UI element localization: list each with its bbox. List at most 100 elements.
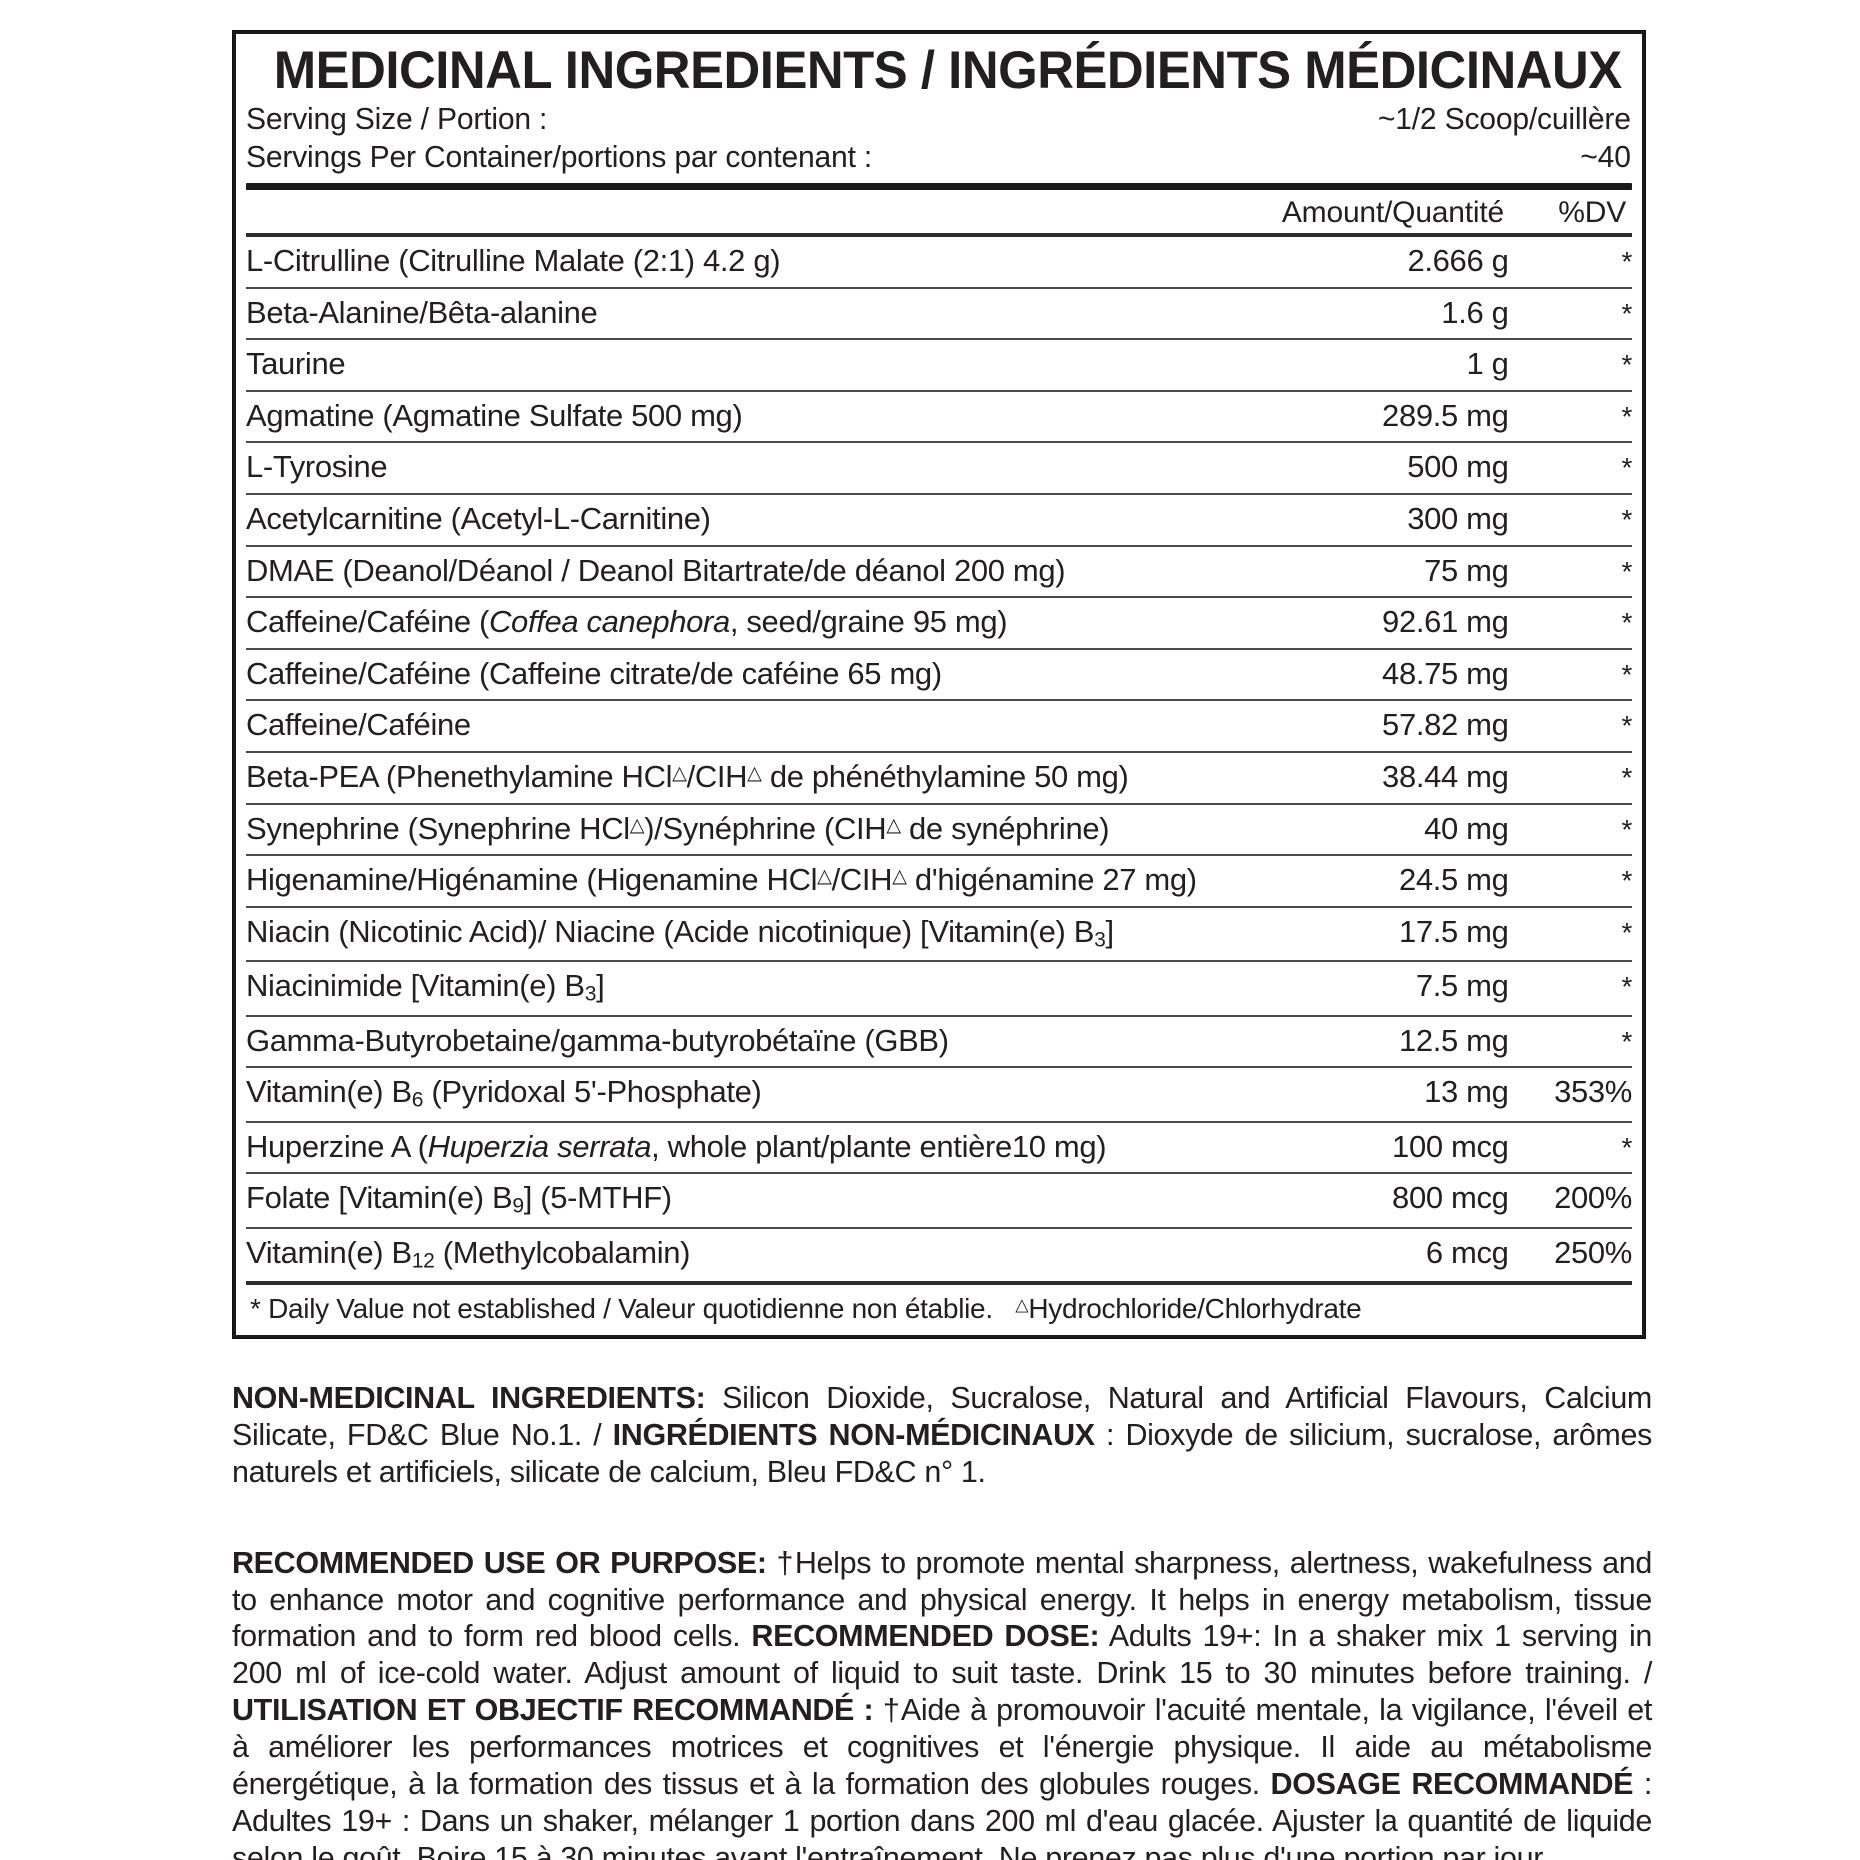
table-row: Caffeine/Caféine 57.82 mg * bbox=[246, 700, 1632, 753]
table-row: Caffeine/Caféine (Caffeine citrate/de ca… bbox=[246, 648, 1632, 702]
ingredient-amount: 1.6 g bbox=[1196, 287, 1509, 341]
ingredient-amount: 24.5 mg bbox=[1196, 855, 1509, 908]
table-row: Niacinimide [Vitamin(e) B3] 7.5 mg * bbox=[246, 961, 1632, 1017]
non-medicinal-body-en: Silicon Dioxide, Sucralose, Natural and … bbox=[232, 1381, 1652, 1452]
servings-per-container-value: ~40 bbox=[1580, 138, 1631, 174]
ingredient-amount: 75 mg bbox=[1196, 545, 1509, 599]
ingredient-daily-value: * bbox=[1508, 751, 1632, 805]
table-row: Beta-Alanine/Bêta-alanine 1.6 g * bbox=[246, 287, 1632, 341]
servings-per-container-label: Servings Per Container/portions par cont… bbox=[246, 138, 873, 174]
recommended-dose-heading-en: RECOMMENDED DOSE: bbox=[751, 1619, 1100, 1654]
ingredient-name: Niacinimide [Vitamin(e) B3] bbox=[246, 961, 1197, 1017]
ingredient-name: Vitamin(e) B12 (Methylcobalamin) bbox=[246, 1234, 691, 1273]
recommended-use-paragraph: RECOMMENDED USE OR PURPOSE: †Helps to pr… bbox=[232, 1545, 1652, 1860]
ingredient-amount: 38.44 mg bbox=[1196, 751, 1509, 805]
ingredient-amount: 100 mcg bbox=[1196, 1121, 1509, 1175]
ingredient-name: L-Citrulline (Citrulline Malate (2:1) 4.… bbox=[246, 237, 1197, 289]
ingredient-daily-value: * bbox=[1508, 961, 1632, 1017]
ingredient-name: Acetylcarnitine (Acetyl-L-Carnitine) bbox=[246, 494, 1197, 547]
table-row: L-Tyrosine 500 mg * bbox=[246, 442, 1632, 496]
table-row: L-Citrulline (Citrulline Malate (2:1) 4.… bbox=[246, 237, 1632, 289]
paragraph-spacer bbox=[232, 1517, 1652, 1545]
table-row: Agmatine (Agmatine Sulfate 500 mg) 289.5 … bbox=[246, 390, 1632, 444]
table-row: DMAE (Deanol/Déanol / Deanol Bitartrate/… bbox=[246, 545, 1632, 599]
table-row: Vitamin(e) B6 (Pyridoxal 5'-Phosphate) 13… bbox=[246, 1067, 1632, 1123]
ingredient-amount: 48.75 mg bbox=[1196, 648, 1509, 702]
ingredient-amount: 7.5 mg bbox=[1196, 961, 1509, 1017]
table-row: Caffeine/Caféine (Coffea canephora, seed… bbox=[246, 597, 1632, 650]
divider-below-headers bbox=[246, 233, 1632, 238]
recommended-use-heading-en: RECOMMENDED USE OR PURPOSE: bbox=[232, 1545, 767, 1580]
ingredient-amount: 13 mg bbox=[1196, 1067, 1509, 1123]
ingredient-daily-value: * bbox=[1508, 339, 1632, 392]
recommended-use-body-fr: †Aide à promouvoir l'acuité mentale, la … bbox=[232, 1693, 1653, 1802]
column-headers: Amount/Quantité %DV bbox=[246, 190, 1632, 234]
table-row: Beta-PEA (Phenethylamine HCl△/CIH△ de ph… bbox=[246, 751, 1632, 805]
recommended-dose-heading-fr: DOSAGE RECOMMANDÉ bbox=[1270, 1767, 1634, 1802]
table-row: Synephrine (Synephrine HCl△)/Synéphrine … bbox=[246, 803, 1632, 857]
ingredient-name: Niacin (Nicotinic Acid)/ Niacine (Acide … bbox=[246, 906, 1197, 963]
footnote-star-text: * Daily Value not established / Valeur q… bbox=[250, 1293, 993, 1325]
table-row: Gamma-Butyrobetaine/gamma-butyrobétaïne … bbox=[246, 1015, 1632, 1069]
table-row: Taurine 1 g * bbox=[246, 339, 1632, 392]
ingredient-daily-value: 250% bbox=[1554, 1234, 1632, 1270]
ingredient-name: Caffeine/Caféine bbox=[246, 700, 1197, 753]
non-medicinal-heading-fr: INGRÉDIENTS NON-MÉDICINAUX bbox=[612, 1417, 1095, 1452]
ingredient-daily-value: * bbox=[1508, 700, 1632, 753]
recommended-use-heading-fr: UTILISATION ET OBJECTIF RECOMMANDÉ : bbox=[232, 1693, 874, 1728]
divider-above-footnote bbox=[246, 1281, 1632, 1286]
ingredient-name: Taurine bbox=[246, 339, 1197, 392]
panel-title: MEDICINAL INGREDIENTS / INGRÉDIENTS MÉDI… bbox=[273, 41, 1622, 100]
ingredient-daily-value: * bbox=[1508, 803, 1632, 857]
ingredient-daily-value: * bbox=[1508, 442, 1632, 496]
non-medicinal-heading-en: NON-MEDICINAL INGREDIENTS: bbox=[232, 1381, 706, 1415]
table-row: Acetylcarnitine (Acetyl-L-Carnitine) 300 … bbox=[246, 494, 1632, 547]
ingredient-name: Higenamine/Higénamine (Higenamine HCl△/C… bbox=[246, 855, 1197, 908]
ingredient-name: L-Tyrosine bbox=[246, 442, 1197, 496]
ingredient-amount: 300 mg bbox=[1196, 494, 1509, 547]
ingredient-amount: 6 mcg bbox=[1425, 1234, 1509, 1270]
ingredients-table: L-Citrulline (Citrulline Malate (2:1) 4.… bbox=[246, 237, 1632, 1281]
ingredient-name: Synephrine (Synephrine HCl△)/Synéphrine … bbox=[246, 803, 1197, 857]
ingredient-name: Caffeine/Caféine (Coffea canephora, seed… bbox=[246, 597, 1197, 650]
ingredient-daily-value: * bbox=[1508, 1121, 1632, 1175]
ingredient-daily-value: * bbox=[1508, 597, 1632, 650]
divider-thick-top bbox=[246, 182, 1632, 190]
recommended-use-body-en: †Helps to promote mental sharpness, aler… bbox=[232, 1545, 1652, 1654]
table-row: Higenamine/Higénamine (Higenamine HCl△/C… bbox=[246, 855, 1632, 908]
ingredient-daily-value: * bbox=[1508, 287, 1632, 341]
footnote-delta-text: Hydrochloride/Chlorhydrate bbox=[1028, 1293, 1362, 1325]
serving-size-label: Serving Size / Portion : bbox=[246, 101, 548, 137]
ingredient-amount: 17.5 mg bbox=[1196, 906, 1509, 963]
ingredient-amount: 800 mcg bbox=[1196, 1173, 1509, 1229]
ingredient-amount: 289.5 mg bbox=[1196, 390, 1509, 444]
ingredient-daily-value: * bbox=[1508, 237, 1632, 289]
servings-per-container-row: Servings Per Container/portions par cont… bbox=[246, 138, 1631, 176]
panel-footnote: * Daily Value not established / Valeur q… bbox=[246, 1285, 1632, 1331]
recommended-dose-body-fr: : Adultes 19+ : Dans un shaker, mélanger… bbox=[232, 1767, 1652, 1860]
non-medicinal-body-fr: : Dioxyde de silicium, sucralose, arômes… bbox=[232, 1417, 1652, 1489]
label-body-text: NON-MEDICINAL INGREDIENTS: Silicon Dioxi… bbox=[232, 1380, 1652, 1860]
recommended-dose-body-en: Adults 19+: In a shaker mix 1 serving in… bbox=[232, 1619, 1652, 1691]
serving-size-row: Serving Size / Portion : ~1/2 Scoop/cuil… bbox=[246, 100, 1631, 138]
ingredient-amount: 1 g bbox=[1196, 339, 1509, 392]
ingredient-amount: 57.82 mg bbox=[1196, 700, 1509, 753]
table-row: Huperzine A (Huperzia serrata, whole pla… bbox=[246, 1121, 1632, 1175]
ingredient-daily-value: 353% bbox=[1508, 1067, 1632, 1123]
table-row: Vitamin(e) B12 (Methylcobalamin) 6 mcg 250… bbox=[246, 1228, 1632, 1281]
non-medicinal-ingredients-paragraph: NON-MEDICINAL INGREDIENTS: Silicon Dioxi… bbox=[232, 1380, 1652, 1491]
ingredient-daily-value: * bbox=[1508, 906, 1632, 963]
ingredient-daily-value: * bbox=[1508, 855, 1632, 908]
ingredient-daily-value: * bbox=[1508, 545, 1632, 599]
ingredient-name: Beta-PEA (Phenethylamine HCl△/CIH△ de ph… bbox=[246, 751, 1197, 805]
table-row: Niacin (Nicotinic Acid)/ Niacine (Acide … bbox=[246, 906, 1632, 963]
ingredient-amount: 12.5 mg bbox=[1196, 1015, 1509, 1069]
ingredient-name: Gamma-Butyrobetaine/gamma-butyrobétaïne … bbox=[246, 1015, 1197, 1069]
ingredient-daily-value: * bbox=[1508, 390, 1632, 444]
ingredient-amount: 92.61 mg bbox=[1196, 597, 1509, 650]
ingredient-amount: 40 mg bbox=[1196, 803, 1509, 857]
ingredient-amount: 2.666 g bbox=[1196, 237, 1509, 289]
column-header-dv: %DV bbox=[1558, 195, 1626, 229]
ingredient-daily-value: 200% bbox=[1508, 1173, 1632, 1229]
